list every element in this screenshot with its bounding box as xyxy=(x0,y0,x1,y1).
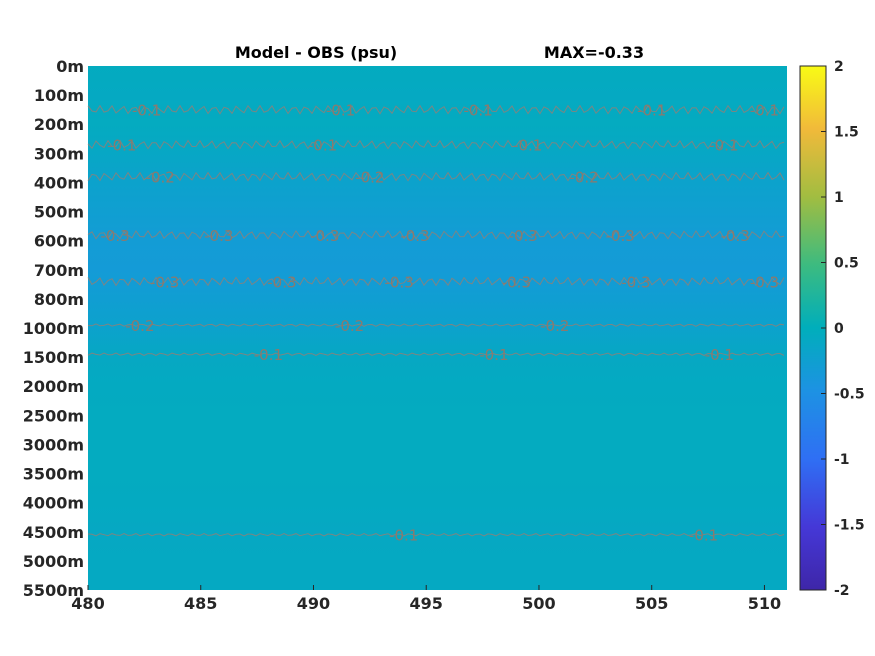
x-tick-label: 485 xyxy=(184,594,217,613)
contour-line xyxy=(87,532,785,537)
y-tick-label: 4000m xyxy=(23,494,84,513)
y-tick-label: 200m xyxy=(34,115,84,134)
y-tick-label: 2500m xyxy=(23,406,84,425)
contour-label: -0.1 xyxy=(132,102,161,120)
contour-line xyxy=(87,352,785,356)
colorbar-tick-label: 0 xyxy=(834,321,844,337)
colorbar-tick-label: 1.5 xyxy=(834,125,859,141)
contour-label: -0.1 xyxy=(689,527,718,545)
contour-label: -0.3 xyxy=(509,227,538,245)
contour-label: -0.3 xyxy=(150,273,179,291)
y-tick-label: 600m xyxy=(34,232,84,251)
y-tick-label: 400m xyxy=(34,173,84,192)
contour-label: -0.1 xyxy=(705,346,734,364)
chart-title: Model - OBS (psu) xyxy=(235,43,397,62)
contour-label: -0.1 xyxy=(389,527,418,545)
contour-label: -0.2 xyxy=(125,317,154,335)
heatmap-field xyxy=(88,66,787,590)
y-tick-label: 0m xyxy=(56,57,84,76)
contour-label: -0.3 xyxy=(204,227,233,245)
contour-line xyxy=(87,139,785,150)
x-axis: 480 485 490 495 500 505 510 xyxy=(71,585,781,613)
y-tick-label: 500m xyxy=(34,203,84,222)
y-tick-label: 300m xyxy=(34,144,84,163)
contour-label: -0.1 xyxy=(326,102,355,120)
x-tick-label: 490 xyxy=(297,594,330,613)
contour-label: -0.3 xyxy=(385,273,414,291)
contour-label: -0.3 xyxy=(750,273,779,291)
x-tick-label: 495 xyxy=(410,594,443,613)
contour-label: -0.3 xyxy=(720,227,749,245)
x-tick-label: 510 xyxy=(748,594,781,613)
y-tick-label: 5500m xyxy=(23,581,84,600)
y-tick-label: 4500m xyxy=(23,523,84,542)
contour-label: -0.3 xyxy=(310,227,339,245)
colorbar-tick-label: 1 xyxy=(834,190,844,206)
chart-subtitle: MAX=-0.33 xyxy=(544,43,644,62)
contour-label: -0.3 xyxy=(267,273,296,291)
contour-layer xyxy=(87,104,785,537)
contour-label: -0.3 xyxy=(400,227,429,245)
x-tick-label: 500 xyxy=(522,594,555,613)
contour-label: -0.2 xyxy=(569,169,598,187)
colorbar-tick-label: -1 xyxy=(834,452,850,468)
colorbar-tick-label: -0.5 xyxy=(834,387,865,403)
y-tick-label: 700m xyxy=(34,261,84,280)
contour-label: -0.1 xyxy=(308,137,337,155)
contour-label: -0.1 xyxy=(637,102,666,120)
colorbar-tick-label: -2 xyxy=(834,583,850,599)
contour-label: -0.3 xyxy=(100,227,129,245)
contour-label: -0.1 xyxy=(750,102,779,120)
colorbar-ticks: 2 1.5 1 0.5 0 -0.5 -1 -1.5 -2 xyxy=(821,59,865,599)
contour-label: -0.2 xyxy=(335,317,364,335)
contour-label: -0.1 xyxy=(107,137,136,155)
contour-label-layer: -0.1 -0.1 -0.1 -0.1 -0.1 -0.1 -0.1 -0.1 -0.1 -0.2… xyxy=(100,102,779,545)
contour-label: -0.3 xyxy=(502,273,531,291)
contour-line xyxy=(87,276,785,287)
contour-label: -0.1 xyxy=(463,102,492,120)
y-tick-label: 1500m xyxy=(23,348,84,367)
contour-label: -0.1 xyxy=(709,137,738,155)
contour-line xyxy=(87,104,785,115)
y-tick-label: 1000m xyxy=(23,319,84,338)
contour-label: -0.1 xyxy=(254,346,283,364)
y-axis: 0m 100m 200m 300m 400m 500m 600m 700m 800m 1000m 1… xyxy=(23,57,84,600)
contour-line xyxy=(87,171,785,182)
y-tick-label: 3000m xyxy=(23,435,84,454)
contour-line xyxy=(87,229,785,240)
colorbar-tick-label: 0.5 xyxy=(834,256,859,272)
y-tick-label: 5000m xyxy=(23,552,84,571)
y-tick-label: 2000m xyxy=(23,377,84,396)
colorbar-tick-label: -1.5 xyxy=(834,518,865,534)
contour-label: -0.2 xyxy=(355,169,384,187)
contour-label: -0.1 xyxy=(513,137,542,155)
contour-line xyxy=(87,323,785,327)
x-tick-label: 505 xyxy=(635,594,668,613)
contour-label: -0.3 xyxy=(621,273,650,291)
y-tick-label: 100m xyxy=(34,86,84,105)
contour-label: -0.2 xyxy=(146,169,175,187)
colorbar-tick-label: 2 xyxy=(834,59,844,75)
contour-label: -0.1 xyxy=(479,346,508,364)
x-tick-label: 480 xyxy=(71,594,104,613)
y-tick-label: 3500m xyxy=(23,465,84,484)
y-tick-label: 800m xyxy=(34,290,84,309)
contour-label: -0.3 xyxy=(606,227,635,245)
contour-label: -0.2 xyxy=(540,317,569,335)
